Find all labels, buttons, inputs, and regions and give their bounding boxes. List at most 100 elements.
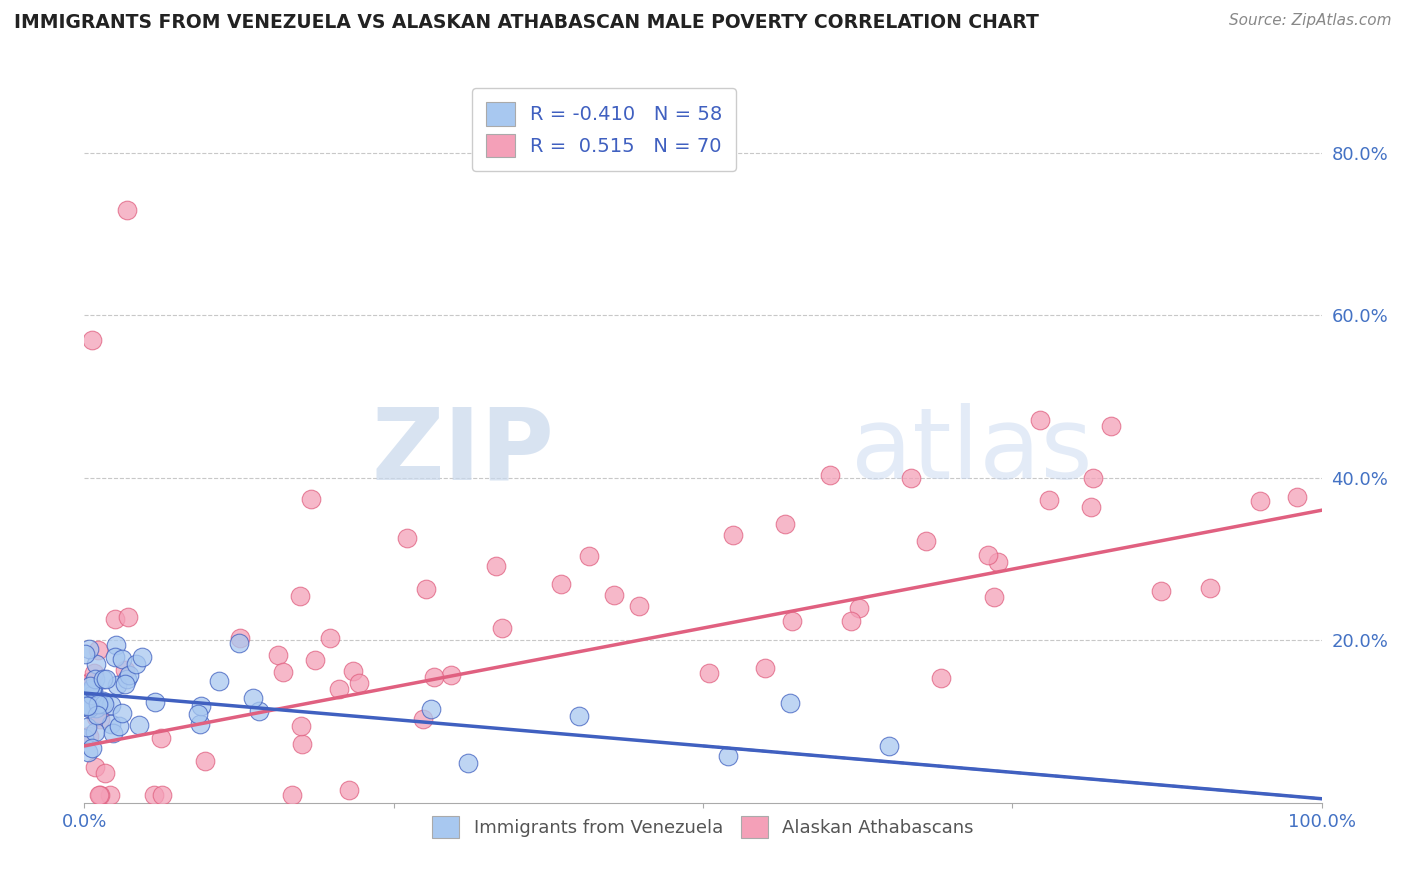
Point [396,531,419,545]
Point [80,681,103,696]
Point [104,612,127,626]
Point [290,719,312,733]
Point [89,712,111,726]
Point [578,549,600,563]
Point [87,642,110,657]
Point [118,667,141,681]
Point [848,601,870,615]
Point [115,672,138,686]
Point [114,663,136,677]
Point [149,731,172,745]
Point [484,559,506,574]
Point [1285,490,1308,504]
Point [76,720,98,734]
Point [73,698,96,713]
Point [84,657,107,671]
Point [290,589,312,603]
Point [84,672,107,686]
Point [299,491,322,506]
Point [79,679,101,693]
Point [94,766,117,780]
Point [75,648,97,662]
Point [111,651,134,665]
Point [267,648,290,662]
Point [228,636,250,650]
Point [337,782,360,797]
Point [100,788,122,802]
Point [87,697,110,711]
Point [342,665,364,679]
Point [987,556,1010,570]
Point [128,718,150,732]
Point [281,788,304,802]
Point [1080,500,1102,514]
Point [84,760,107,774]
Point [73,731,96,745]
Point [101,725,124,739]
Point [779,696,801,710]
Point [80,741,103,756]
Point [1038,493,1060,508]
Point [1081,471,1104,485]
Point [457,756,479,771]
Point [697,666,720,681]
Point [80,688,103,702]
Point [187,707,209,722]
Point [247,704,270,718]
Point [79,699,101,714]
Point [80,674,103,689]
Point [983,590,1005,604]
Point [1249,494,1271,508]
Point [1150,584,1173,599]
Point [89,788,111,802]
Point [76,745,98,759]
Point [304,653,326,667]
Text: ZIP: ZIP [371,403,554,500]
Point [900,471,922,485]
Point [1099,418,1122,433]
Point [440,668,463,682]
Point [91,698,114,713]
Point [115,202,138,217]
Point [87,695,110,709]
Point [93,697,115,711]
Point [415,582,437,597]
Point [929,671,952,685]
Point [125,657,148,671]
Point [188,717,211,731]
Point [550,577,572,591]
Point [117,609,139,624]
Point [76,698,98,713]
Point [717,748,740,763]
Text: Source: ZipAtlas.com: Source: ZipAtlas.com [1229,13,1392,29]
Point [291,737,314,751]
Point [84,701,107,715]
Point [841,615,863,629]
Point [94,673,117,687]
Text: atlas: atlas [852,403,1092,500]
Point [73,687,96,701]
Point [111,706,134,720]
Point [80,333,103,347]
Point [100,717,122,731]
Point [914,533,936,548]
Point [82,684,104,698]
Point [877,739,900,753]
Point [976,548,998,562]
Point [143,695,166,709]
Point [412,712,434,726]
Point [721,527,744,541]
Point [83,724,105,739]
Point [77,729,100,743]
Point [77,642,100,657]
Point [91,673,114,687]
Point [73,677,96,691]
Point [114,677,136,691]
Point [271,665,294,680]
Point [105,678,128,692]
Point [319,631,342,645]
Point [627,599,650,614]
Point [820,467,842,482]
Point [131,650,153,665]
Point [780,615,803,629]
